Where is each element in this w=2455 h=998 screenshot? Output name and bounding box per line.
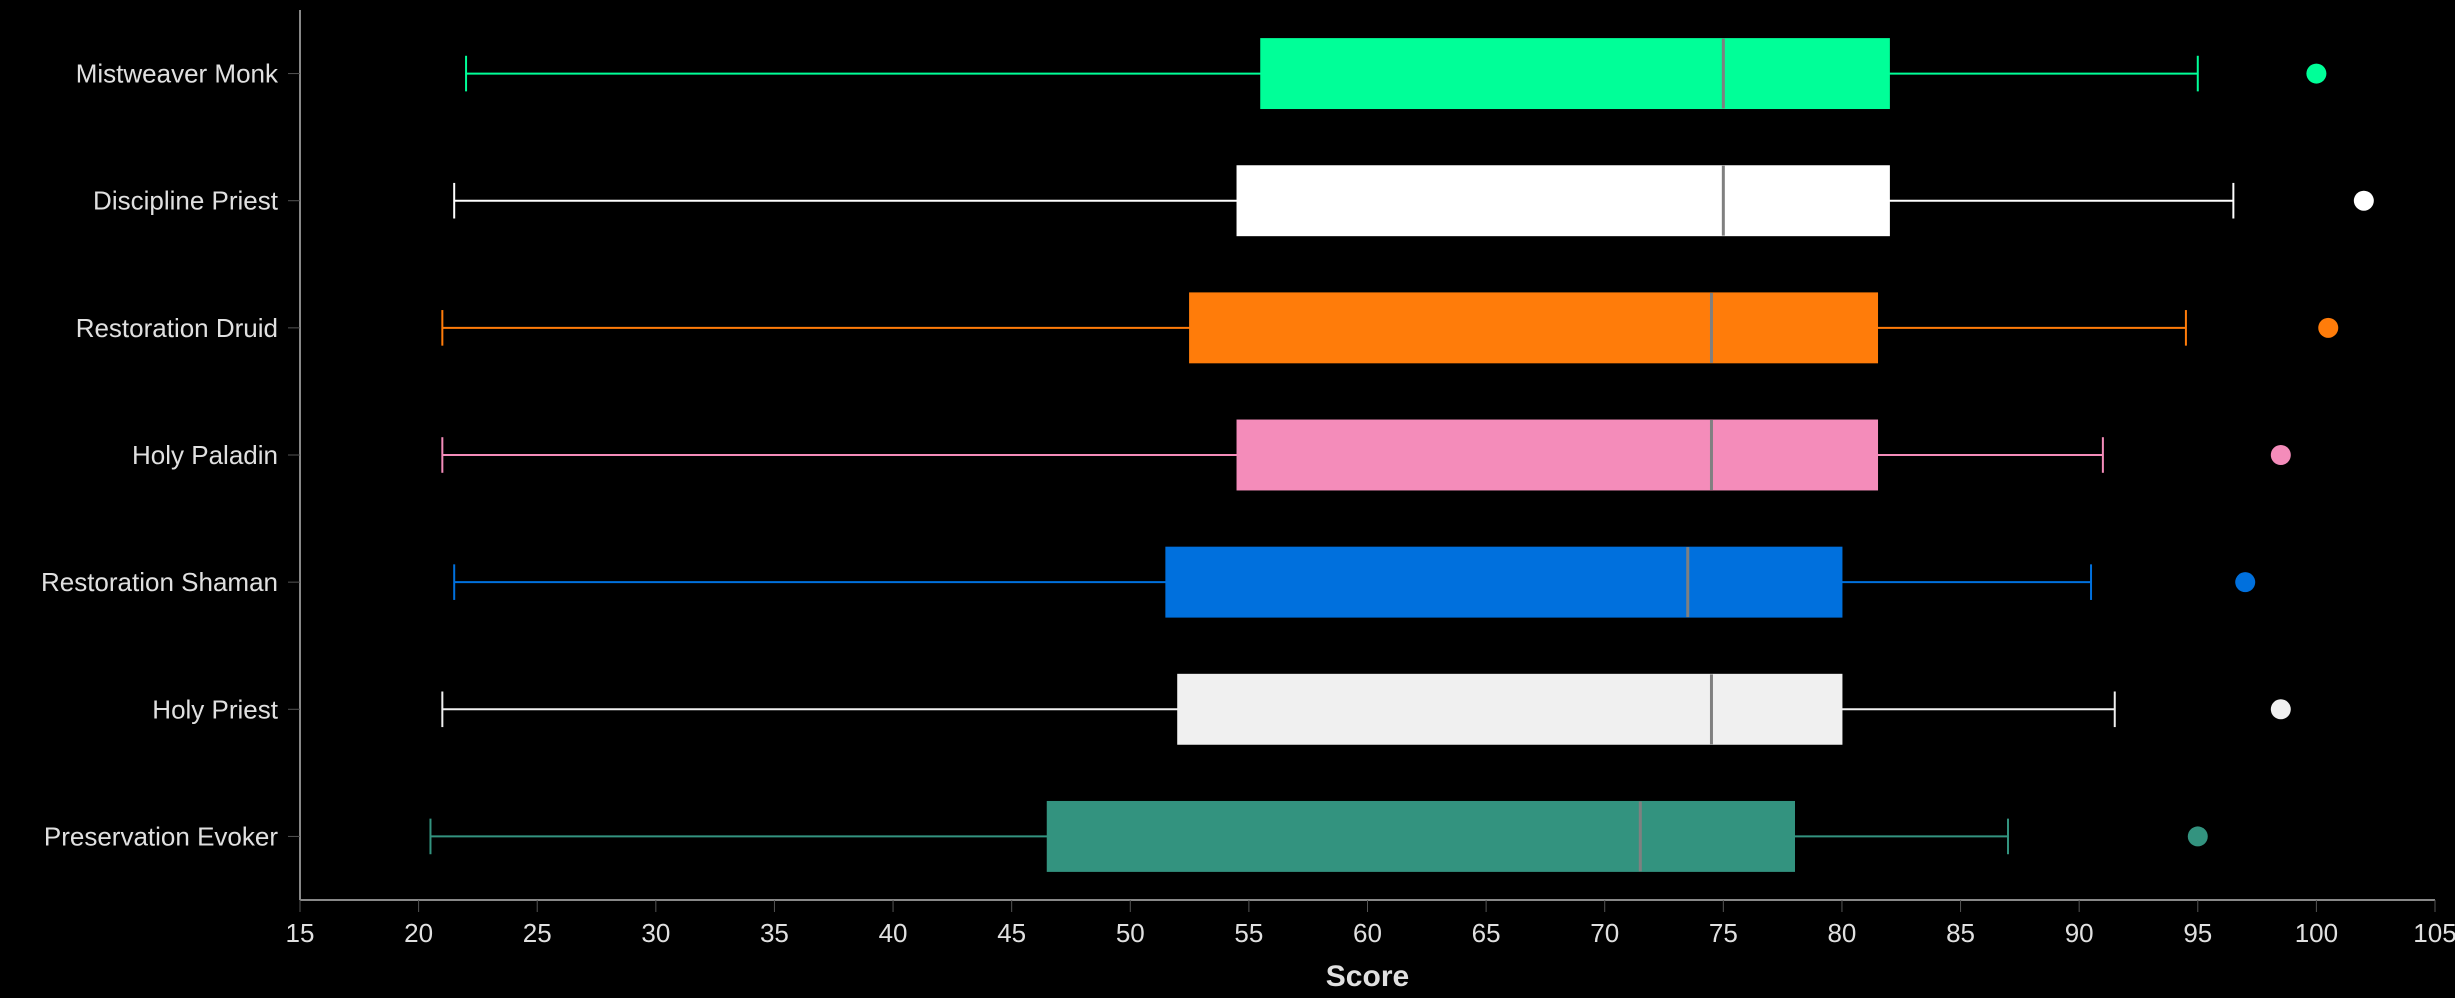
y-category-label: Restoration Shaman: [41, 567, 278, 597]
y-category-label: Discipline Priest: [93, 186, 279, 216]
x-tick-label: 15: [286, 918, 315, 948]
x-tick-label: 95: [2183, 918, 2212, 948]
y-category-label: Holy Priest: [152, 694, 278, 724]
chart-svg: 15 20 25 30 35 40 45 50 55 60 65 70 75 80 85 90 95 100 105…: [0, 0, 2455, 998]
y-category-label: Mistweaver Monk: [76, 59, 279, 89]
x-tick-label: 80: [1827, 918, 1856, 948]
x-tick-label: 60: [1353, 918, 1382, 948]
x-tick-label: 40: [879, 918, 908, 948]
x-tick-label: 50: [1116, 918, 1145, 948]
x-axis-title: Score: [1326, 960, 1409, 993]
x-tick-label: 85: [1946, 918, 1975, 948]
x-tick-label: 35: [760, 918, 789, 948]
x-tick-label: 90: [2065, 918, 2094, 948]
outlier-point: [2271, 445, 2291, 465]
y-category-label: Preservation Evoker: [44, 821, 278, 851]
x-tick-label: 20: [404, 918, 433, 948]
boxplot-chart: 15 20 25 30 35 40 45 50 55 60 65 70 75 80 85 90 95 100 105…: [0, 0, 2455, 998]
x-tick-label: 25: [523, 918, 552, 948]
outlier-point: [2235, 572, 2255, 592]
x-tick-label: 75: [1709, 918, 1738, 948]
x-tick-label: 105: [2413, 918, 2455, 948]
x-tick-label: 70: [1590, 918, 1619, 948]
x-tick-label: 30: [641, 918, 670, 948]
outlier-point: [2188, 826, 2208, 846]
outlier-point: [2354, 191, 2374, 211]
x-tick-label: 45: [997, 918, 1026, 948]
y-category-label: Restoration Druid: [76, 313, 278, 343]
x-tick-label: 65: [1472, 918, 1501, 948]
outlier-point: [2306, 64, 2326, 84]
outlier-point: [2318, 318, 2338, 338]
x-tick-label: 100: [2295, 918, 2338, 948]
y-category-label: Holy Paladin: [132, 440, 278, 470]
outlier-point: [2271, 699, 2291, 719]
x-tick-label: 55: [1234, 918, 1263, 948]
